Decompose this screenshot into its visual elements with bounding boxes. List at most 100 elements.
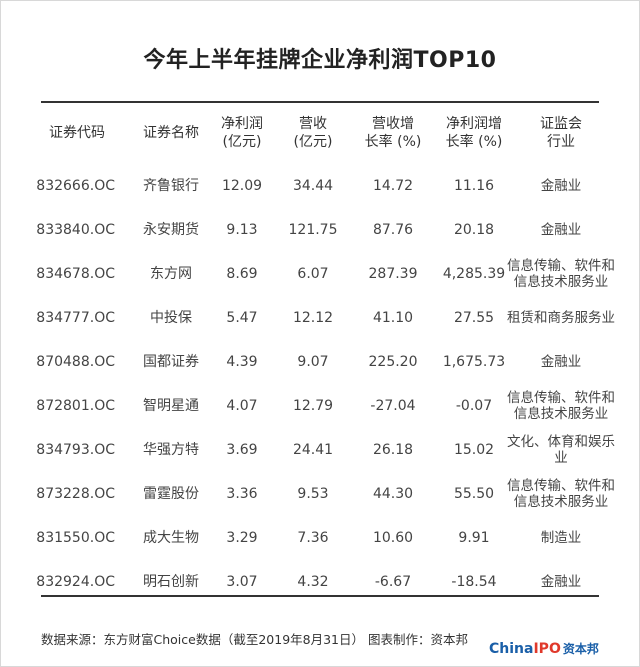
cell-name: 国都证券 xyxy=(131,340,211,384)
cell-industry-text: 信息传输、软件和信息技术服务业 xyxy=(507,390,615,422)
header-profit: 净利润 (亿元) xyxy=(221,116,263,150)
cell-industry-text: 金融业 xyxy=(540,222,582,238)
cell-revenue-text: 12.12 xyxy=(292,310,334,326)
cell-profit: 3.69 xyxy=(206,428,278,472)
cell-revenue-growth: 10.60 xyxy=(354,516,432,560)
cell-code-text: 833840.OC xyxy=(36,222,115,238)
cell-industry: 信息传输、软件和信息技术服务业 xyxy=(501,384,621,428)
cell-industry-text: 金融业 xyxy=(540,178,582,194)
cell-profit-growth: 15.02 xyxy=(434,428,514,472)
header-industry: 证监会 行业 xyxy=(540,116,582,150)
cell-code-text: 834793.OC xyxy=(36,442,115,458)
cell-revenue: 34.44 xyxy=(277,164,349,208)
cell-profit-growth: 27.55 xyxy=(434,296,514,340)
cell-name: 智明星通 xyxy=(131,384,211,428)
cell-code-text: 832924.OC xyxy=(36,574,115,590)
cell-profit: 4.07 xyxy=(206,384,278,428)
cell-name: 永安期货 xyxy=(131,208,211,252)
cell-name-text: 东方网 xyxy=(150,266,192,282)
cell-profit-growth-text: 55.50 xyxy=(453,486,495,502)
cell-profit-growth: -0.07 xyxy=(434,384,514,428)
cell-profit-growth: 1,675.73 xyxy=(434,340,514,384)
cell-revenue-growth-text: 41.10 xyxy=(372,310,414,326)
cell-code-text: 832666.OC xyxy=(36,178,115,194)
cell-code: 870488.OC xyxy=(36,340,115,384)
cell-revenue: 9.07 xyxy=(277,340,349,384)
cell-profit-growth-text: 9.91 xyxy=(458,530,490,546)
cell-industry: 制造业 xyxy=(501,516,621,560)
cell-profit-growth-text: 4,285.39 xyxy=(442,266,506,282)
cell-revenue-growth: 87.76 xyxy=(354,208,432,252)
cell-name: 华强方特 xyxy=(131,428,211,472)
cell-profit-growth-text: -18.54 xyxy=(451,574,497,590)
data-source-note: 数据来源：东方财富Choice数据（截至2019年8月31日） 图表制作：资本邦 xyxy=(41,632,468,647)
cell-code: 832924.OC xyxy=(36,560,115,604)
cell-profit-text: 3.07 xyxy=(226,574,258,590)
cell-code-text: 870488.OC xyxy=(36,354,115,370)
cell-revenue-text: 24.41 xyxy=(292,442,334,458)
header-revenue: 营收 (亿元) xyxy=(293,116,333,150)
header-revenue-growth: 营收增 长率 (%) xyxy=(364,116,422,150)
cell-profit-text: 4.39 xyxy=(226,354,258,370)
table-header: 证券代码 证券名称 净利润 (亿元) 营收 (亿元) 营收增 长率 (%) 净利润增长… xyxy=(41,110,599,156)
cell-profit: 3.07 xyxy=(206,560,278,604)
cell-revenue: 9.53 xyxy=(277,472,349,516)
cell-name-text: 中投保 xyxy=(150,310,192,326)
cell-profit-growth: 55.50 xyxy=(434,472,514,516)
cell-profit: 5.47 xyxy=(206,296,278,340)
cell-revenue-text: 34.44 xyxy=(292,178,334,194)
cell-industry-text: 金融业 xyxy=(540,574,582,590)
cell-revenue-growth: -6.67 xyxy=(354,560,432,604)
cell-name-text: 雷霆股份 xyxy=(143,486,199,502)
cell-profit-text: 9.13 xyxy=(226,222,258,238)
cell-profit: 8.69 xyxy=(206,252,278,296)
cell-revenue: 12.12 xyxy=(277,296,349,340)
table-top-rule xyxy=(41,101,599,103)
cell-profit-growth: -18.54 xyxy=(434,560,514,604)
cell-code: 834777.OC xyxy=(36,296,115,340)
cell-industry: 信息传输、软件和信息技术服务业 xyxy=(501,252,621,296)
cell-code: 832666.OC xyxy=(36,164,115,208)
cell-profit-growth: 4,285.39 xyxy=(434,252,514,296)
cell-name-text: 成大生物 xyxy=(143,530,199,546)
cell-revenue-growth-text: 44.30 xyxy=(372,486,414,502)
cell-code-text: 831550.OC xyxy=(36,530,115,546)
cell-revenue-growth-text: 287.39 xyxy=(368,266,418,282)
cell-profit-growth-text: 27.55 xyxy=(453,310,495,326)
cell-revenue-text: 4.32 xyxy=(297,574,329,590)
cell-revenue-growth: -27.04 xyxy=(354,384,432,428)
cell-industry-text: 金融业 xyxy=(540,354,582,370)
cell-name-text: 永安期货 xyxy=(143,222,199,238)
cell-profit-text: 3.36 xyxy=(226,486,258,502)
cell-revenue-growth: 14.72 xyxy=(354,164,432,208)
cell-revenue-text: 9.53 xyxy=(297,486,329,502)
cell-revenue-text: 9.07 xyxy=(297,354,329,370)
cell-revenue-growth: 287.39 xyxy=(354,252,432,296)
cell-revenue-growth-text: 14.72 xyxy=(372,178,414,194)
cell-name: 明石创新 xyxy=(131,560,211,604)
cell-revenue-text: 7.36 xyxy=(297,530,329,546)
cell-profit: 9.13 xyxy=(206,208,278,252)
cell-code: 872801.OC xyxy=(36,384,115,428)
table-row: 831550.OC 成大生物 3.29 7.36 10.60 9.91 制造业 xyxy=(36,516,599,560)
table-row: 832924.OC 明石创新 3.07 4.32 -6.67 -18.54 金融业 xyxy=(36,560,599,604)
cell-revenue-growth-text: 26.18 xyxy=(372,442,414,458)
cell-revenue-growth-text: -27.04 xyxy=(370,398,416,414)
cell-industry-text: 租赁和商务服务业 xyxy=(507,310,615,326)
cell-revenue-growth-text: 87.76 xyxy=(372,222,414,238)
cell-profit-text: 8.69 xyxy=(226,266,258,282)
cell-profit-growth-text: 11.16 xyxy=(453,178,495,194)
cell-industry-text: 信息传输、软件和信息技术服务业 xyxy=(507,478,615,510)
cell-name: 雷霆股份 xyxy=(131,472,211,516)
cell-industry: 金融业 xyxy=(501,560,621,604)
cell-revenue-growth: 225.20 xyxy=(354,340,432,384)
cell-profit-text: 3.29 xyxy=(226,530,258,546)
cell-profit-growth: 11.16 xyxy=(434,164,514,208)
cell-industry-text: 信息传输、软件和信息技术服务业 xyxy=(507,258,615,290)
cell-industry: 金融业 xyxy=(501,164,621,208)
header-code: 证券代码 xyxy=(49,125,105,141)
table-row: 870488.OC 国都证券 4.39 9.07 225.20 1,675.73 金融业 xyxy=(36,340,599,384)
page-title: 今年上半年挂牌企业净利润TOP10 xyxy=(143,48,497,73)
cell-revenue-growth: 44.30 xyxy=(354,472,432,516)
cell-profit-text: 4.07 xyxy=(226,398,258,414)
